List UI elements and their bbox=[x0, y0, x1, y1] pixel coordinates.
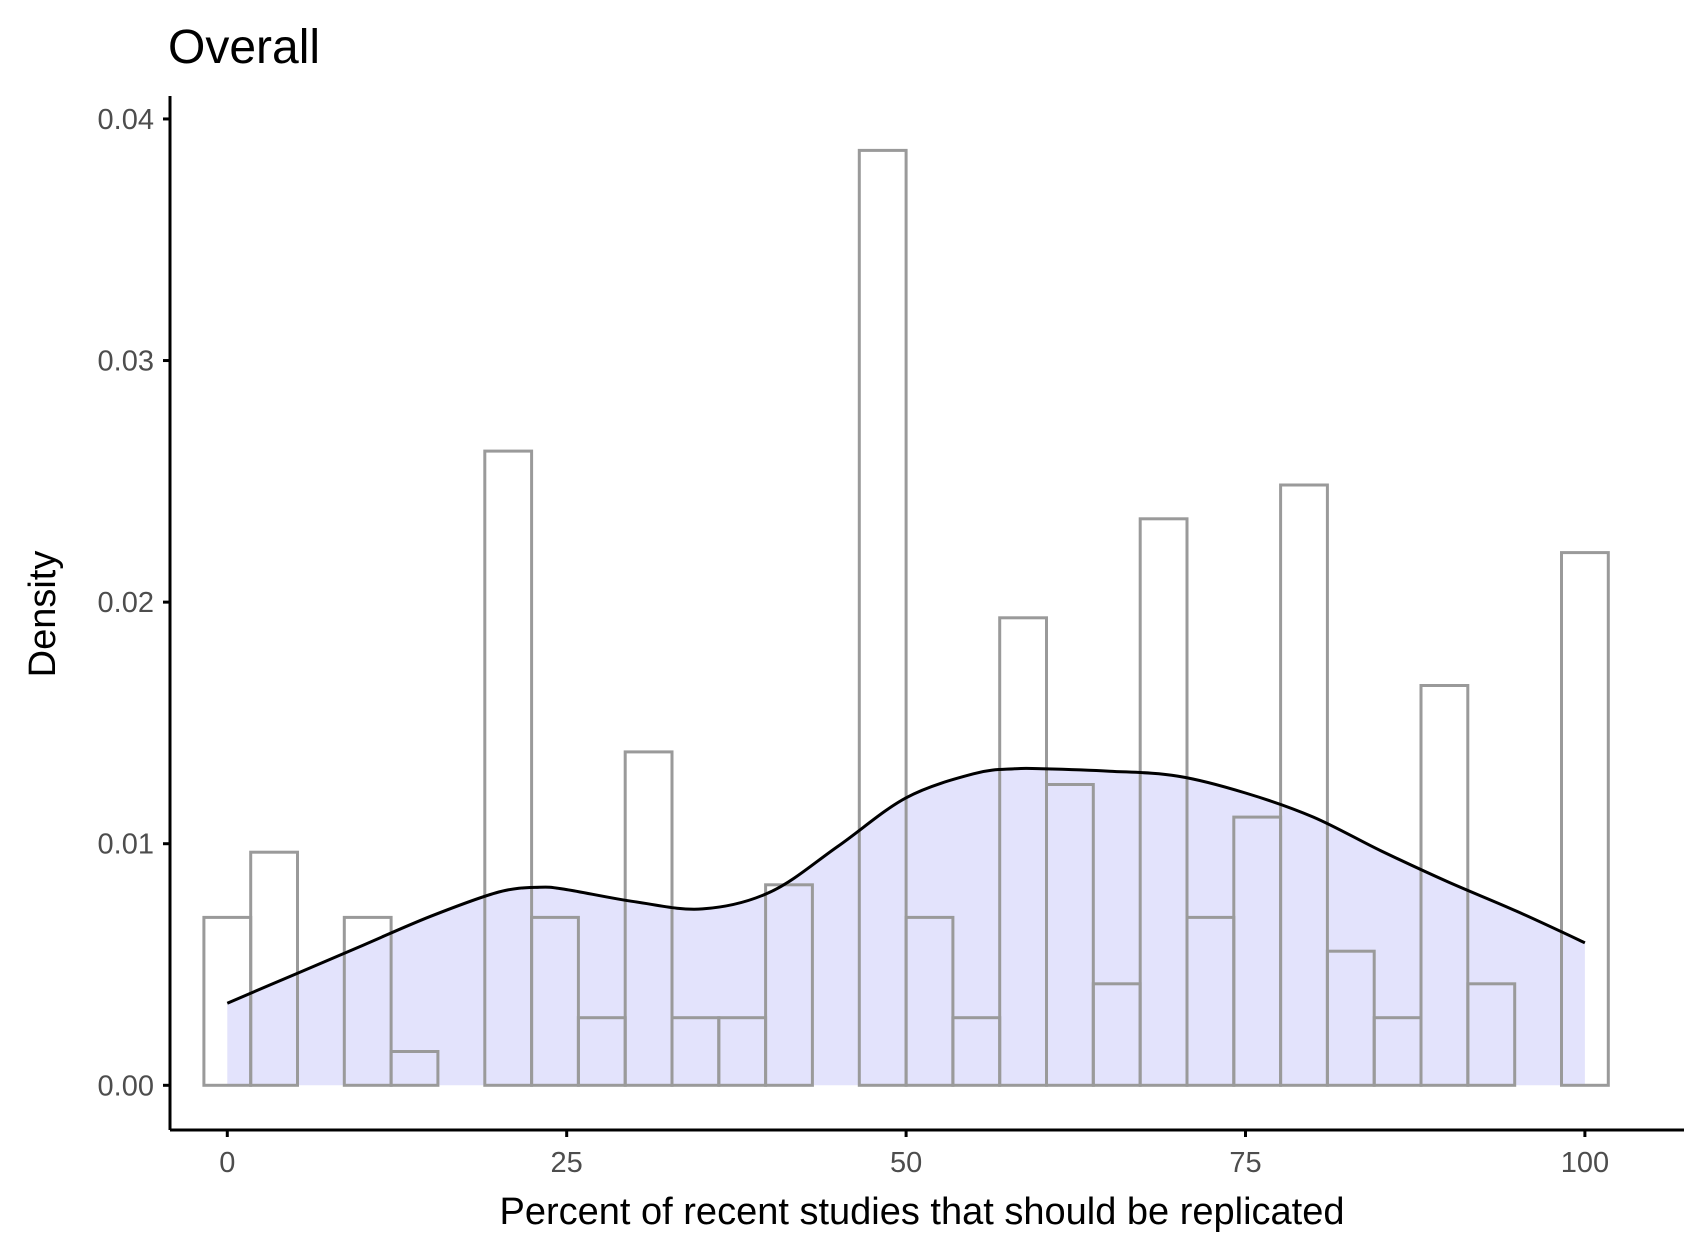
y-tick-label: 0.02 bbox=[98, 587, 154, 619]
histogram-bar bbox=[764, 883, 814, 1087]
x-axis-title: Percent of recent studies that should be… bbox=[500, 1191, 1345, 1233]
x-tick-label: 75 bbox=[1229, 1147, 1261, 1179]
histogram-bar bbox=[530, 915, 580, 1087]
histogram-bar bbox=[623, 750, 674, 1087]
x-tick-label: 0 bbox=[219, 1147, 235, 1179]
y-tick-label: 0.00 bbox=[98, 1070, 154, 1102]
x-tick-label: 50 bbox=[890, 1147, 922, 1179]
histogram-bar bbox=[342, 915, 393, 1087]
x-axis-ticks: 0 25 50 75 100 bbox=[219, 1130, 1609, 1179]
plot-area bbox=[202, 148, 1610, 1087]
y-axis-title: Density bbox=[22, 551, 64, 678]
y-tick-label: 0.03 bbox=[98, 346, 154, 378]
x-tick-label: 100 bbox=[1561, 1147, 1609, 1179]
histogram-bar bbox=[1279, 483, 1329, 1087]
y-axis-ticks: 0.00 0.01 0.02 0.03 0.04 bbox=[98, 104, 170, 1102]
histogram-bar bbox=[717, 1016, 768, 1087]
histogram-bar bbox=[389, 1050, 440, 1087]
y-tick-label: 0.01 bbox=[98, 829, 154, 861]
chart-title: Overall bbox=[168, 21, 320, 74]
histogram-bar bbox=[1419, 684, 1470, 1087]
histogram-bar bbox=[857, 148, 908, 1087]
histogram-bar bbox=[1560, 551, 1610, 1087]
histogram-bar bbox=[1045, 783, 1095, 1087]
histogram-bars bbox=[202, 148, 1610, 1087]
histogram-bar bbox=[904, 915, 955, 1087]
y-tick-label: 0.04 bbox=[98, 104, 154, 136]
histogram-bar bbox=[249, 850, 299, 1087]
histogram-bar bbox=[483, 449, 534, 1087]
x-tick-label: 25 bbox=[551, 1147, 583, 1179]
density-curve bbox=[226, 766, 1586, 1005]
histogram-bar bbox=[576, 1016, 627, 1087]
histogram-bar bbox=[1466, 982, 1517, 1087]
histogram-bar bbox=[1138, 517, 1189, 1087]
